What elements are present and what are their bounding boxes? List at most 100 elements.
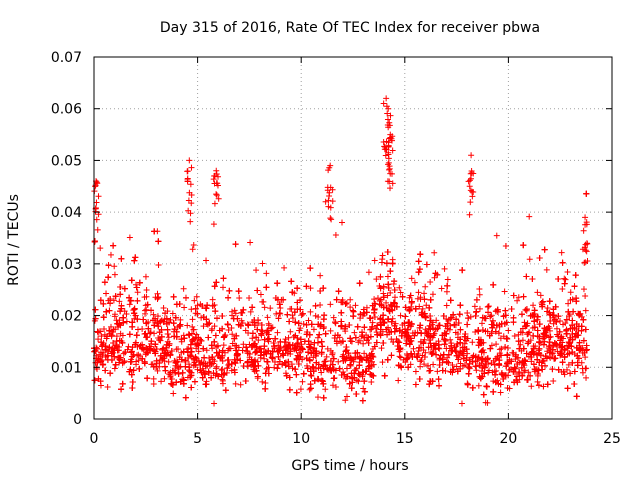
data-point xyxy=(454,368,461,375)
data-point xyxy=(220,284,227,291)
data-point xyxy=(477,375,484,382)
data-point xyxy=(161,375,168,382)
data-point xyxy=(483,360,490,367)
data-point xyxy=(126,234,133,241)
data-point xyxy=(294,285,301,292)
data-point xyxy=(125,343,132,350)
data-point xyxy=(561,354,568,361)
data-point xyxy=(204,302,211,309)
data-point xyxy=(320,285,327,292)
data-point xyxy=(158,378,165,385)
data-point xyxy=(523,306,530,313)
data-point xyxy=(359,369,366,376)
data-point xyxy=(387,289,394,296)
data-point xyxy=(501,288,508,295)
data-point xyxy=(473,308,480,315)
data-point xyxy=(318,338,325,345)
data-point xyxy=(259,298,266,305)
data-point xyxy=(242,327,249,334)
data-point xyxy=(216,349,223,356)
data-point xyxy=(559,343,566,350)
data-point xyxy=(240,306,247,313)
data-point xyxy=(168,347,175,354)
data-point xyxy=(458,400,465,407)
data-point xyxy=(130,307,137,314)
data-point xyxy=(370,353,377,360)
data-point xyxy=(434,368,441,375)
data-point xyxy=(133,358,140,365)
data-point xyxy=(181,304,188,311)
data-point xyxy=(183,346,190,353)
data-point xyxy=(361,388,368,395)
data-point xyxy=(582,354,589,361)
data-point xyxy=(343,393,350,400)
data-point xyxy=(159,346,166,353)
data-point xyxy=(498,320,505,327)
data-point xyxy=(246,295,253,302)
data-point xyxy=(389,260,396,267)
data-point xyxy=(573,295,580,302)
data-point xyxy=(387,301,394,308)
data-point xyxy=(185,331,192,338)
data-point xyxy=(190,326,197,333)
data-point xyxy=(128,348,135,355)
data-point xyxy=(379,252,386,259)
data-point xyxy=(563,328,570,335)
data-point xyxy=(451,321,458,328)
data-point xyxy=(107,370,114,377)
data-point xyxy=(484,303,491,310)
data-point xyxy=(526,256,533,263)
data-point xyxy=(92,306,99,313)
data-point xyxy=(126,301,133,308)
data-point xyxy=(293,355,300,362)
data-point xyxy=(339,353,346,360)
data-point xyxy=(373,276,380,283)
data-point xyxy=(151,322,158,329)
data-point xyxy=(510,319,517,326)
data-point xyxy=(141,358,148,365)
data-point xyxy=(253,267,260,274)
data-point xyxy=(219,347,226,354)
data-point xyxy=(404,326,411,333)
data-point xyxy=(331,335,338,342)
data-point xyxy=(495,330,502,337)
data-point xyxy=(567,325,574,332)
data-point xyxy=(371,309,378,316)
data-point xyxy=(582,293,589,300)
data-point xyxy=(368,378,375,385)
data-point xyxy=(205,368,212,375)
data-point xyxy=(417,363,424,370)
data-point xyxy=(537,292,544,299)
data-point xyxy=(123,318,130,325)
data-point xyxy=(305,317,312,324)
data-point xyxy=(344,373,351,380)
data-point xyxy=(134,289,141,296)
data-point xyxy=(493,232,500,239)
data-point xyxy=(438,285,445,292)
data-point xyxy=(363,337,370,344)
data-point xyxy=(279,350,286,357)
data-point xyxy=(388,352,395,359)
data-point xyxy=(222,387,229,394)
data-point xyxy=(531,307,538,314)
data-point xyxy=(146,346,153,353)
data-point xyxy=(567,289,574,296)
data-point xyxy=(573,393,580,400)
data-point xyxy=(132,254,139,261)
data-point xyxy=(151,228,158,235)
data-point xyxy=(555,366,562,373)
data-point xyxy=(423,302,430,309)
data-point xyxy=(221,370,228,377)
data-point xyxy=(237,322,244,329)
data-point xyxy=(143,287,150,294)
data-point xyxy=(347,362,354,369)
data-point xyxy=(560,368,567,375)
data-point xyxy=(211,400,218,407)
data-point xyxy=(521,357,528,364)
data-point xyxy=(397,289,404,296)
data-point xyxy=(263,284,270,291)
data-point xyxy=(244,321,251,328)
data-point xyxy=(219,358,226,365)
data-point xyxy=(459,344,466,351)
data-point xyxy=(365,357,372,364)
